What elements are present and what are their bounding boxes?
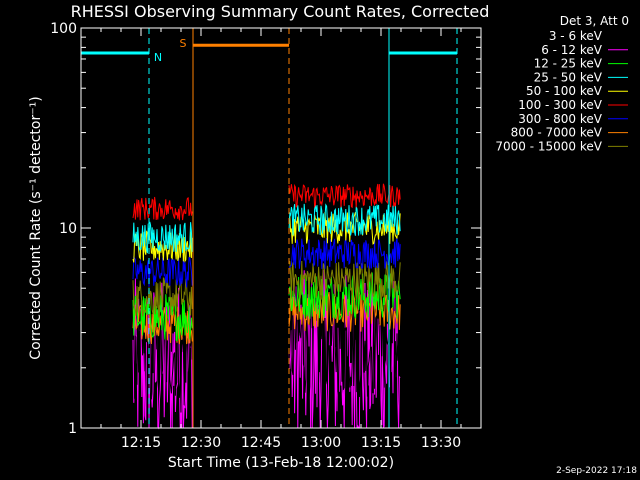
- y-tick-label: 100: [50, 21, 77, 37]
- x-tick-label: 12:45: [241, 435, 281, 451]
- legend-label-3-6: 3 - 6 keV: [549, 29, 603, 43]
- series-trace-7000-15000-2: [288, 260, 401, 300]
- series-trace-7000-15000-1: [132, 277, 193, 319]
- legend-label-50-100: 50 - 100 keV: [526, 84, 603, 98]
- x-axis-label: Start Time (13-Feb-18 12:00:02): [168, 455, 394, 471]
- legend-label-12-25: 12 - 25 keV: [534, 57, 603, 71]
- series-trace-300-800-2: [288, 237, 401, 269]
- legend-label-7000-15000: 7000 - 15000 keV: [495, 139, 602, 153]
- legend-label-300-800: 300 - 800 keV: [518, 112, 602, 126]
- x-tick-label: 12:30: [181, 435, 221, 451]
- legend-label-6-12: 6 - 12 keV: [541, 43, 603, 57]
- x-tick-label: 12:15: [121, 435, 161, 451]
- series-trace-800-7000-2: [288, 291, 401, 332]
- legend-label-100-300: 100 - 300 keV: [518, 98, 602, 112]
- chart-title: RHESSI Observing Summary Count Rates, Co…: [71, 2, 490, 21]
- series-layer: [132, 183, 401, 430]
- series-trace-3-6-2: [288, 279, 401, 399]
- axis-layer: 12:15 12:30 12:45 13:00 13:15 13:30 1 10 100: [50, 21, 481, 451]
- footer-date: 2-Sep-2022 17:18: [556, 466, 637, 476]
- series-trace-50-100-2: [288, 212, 401, 245]
- series-trace-100-300-1: [132, 196, 193, 221]
- flag-s-label: S: [180, 37, 187, 50]
- x-tick-label: 13:30: [421, 435, 461, 451]
- y-axis-label: Corrected Count Rate (s⁻¹ detector⁻¹): [28, 96, 44, 359]
- series-trace-25-50-2: [288, 203, 401, 236]
- flag-n-label: N: [154, 51, 162, 64]
- series-trace-300-800-1: [132, 256, 193, 288]
- legend-header: Det 3, Att 0: [560, 14, 629, 28]
- legend-label-800-7000: 800 - 7000 keV: [511, 126, 603, 140]
- x-tick-label: 13:15: [361, 435, 401, 451]
- series-trace-12-25-1: [132, 294, 193, 342]
- series-trace-3-6-1: [132, 302, 193, 400]
- legend-label-25-50: 25 - 50 keV: [534, 70, 603, 84]
- y-tick-label: 1: [68, 421, 77, 437]
- x-tick-label: 13:00: [301, 435, 341, 451]
- y-tick-label: 10: [59, 221, 77, 237]
- series-trace-25-50-1: [132, 221, 193, 254]
- series-trace-100-300-2: [288, 183, 401, 209]
